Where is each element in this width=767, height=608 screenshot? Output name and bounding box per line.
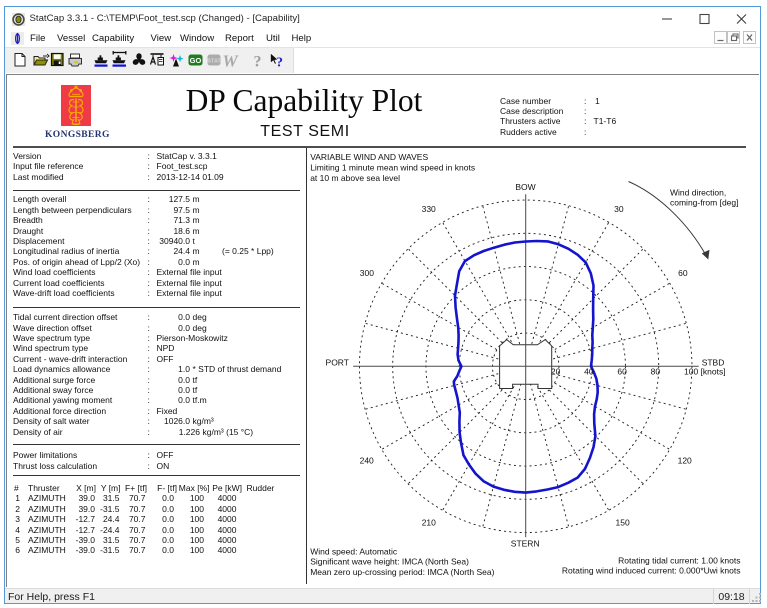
svg-text:W: W (223, 52, 240, 71)
svg-text:Rotating wind induced current:: Rotating wind induced current: 0.000*Uwi… (562, 566, 741, 576)
svg-text:210: 210 (422, 517, 436, 527)
svg-text:330: 330 (422, 204, 436, 214)
svg-text:80: 80 (651, 367, 661, 377)
svg-text:60: 60 (617, 367, 627, 377)
svg-text:Limiting 1 minute mean wind sp: Limiting 1 minute mean wind speed in kno… (310, 162, 475, 172)
svg-text:STAT: STAT (207, 59, 221, 65)
svg-text:PORT: PORT (326, 357, 349, 367)
svg-text:?: ? (276, 56, 283, 71)
svg-text:Rotating tidal current: 1.00: Rotating tidal current: 1.00 knots (618, 555, 740, 565)
svg-text:60: 60 (678, 268, 688, 278)
svg-text:300: 300 (360, 268, 374, 278)
svg-text:120: 120 (678, 456, 692, 466)
svg-text:STERN: STERN (511, 539, 540, 549)
svg-text:100 [knots]: 100 [knots] (684, 367, 726, 377)
svg-text:40: 40 (584, 367, 594, 377)
svg-text:30: 30 (614, 204, 624, 214)
svg-text:STBD: STBD (702, 357, 725, 367)
svg-text:Wind direction,: Wind direction, (670, 188, 726, 198)
svg-text:?: ? (254, 54, 262, 71)
svg-text:BOW: BOW (515, 182, 535, 192)
svg-text:240: 240 (360, 456, 374, 466)
svg-text:VARIABLE WIND AND WAVES: VARIABLE WIND AND WAVES (310, 152, 428, 162)
svg-text:GO: GO (190, 56, 202, 65)
svg-text:Wind speed: Automatic: Wind speed: Automatic (310, 546, 398, 556)
svg-text:Significant wave height: IMCA: Significant wave height: IMCA (North Sea… (310, 557, 469, 567)
svg-text:150: 150 (616, 517, 630, 527)
svg-text:20: 20 (551, 367, 561, 377)
svg-text:coming-from [deg]: coming-from [deg] (670, 198, 739, 208)
svg-text:at 10 m above sea level: at 10 m above sea level (310, 173, 400, 183)
svg-text:Mean zero up-crossing period:: Mean zero up-crossing period: IMCA (Nort… (310, 567, 494, 577)
